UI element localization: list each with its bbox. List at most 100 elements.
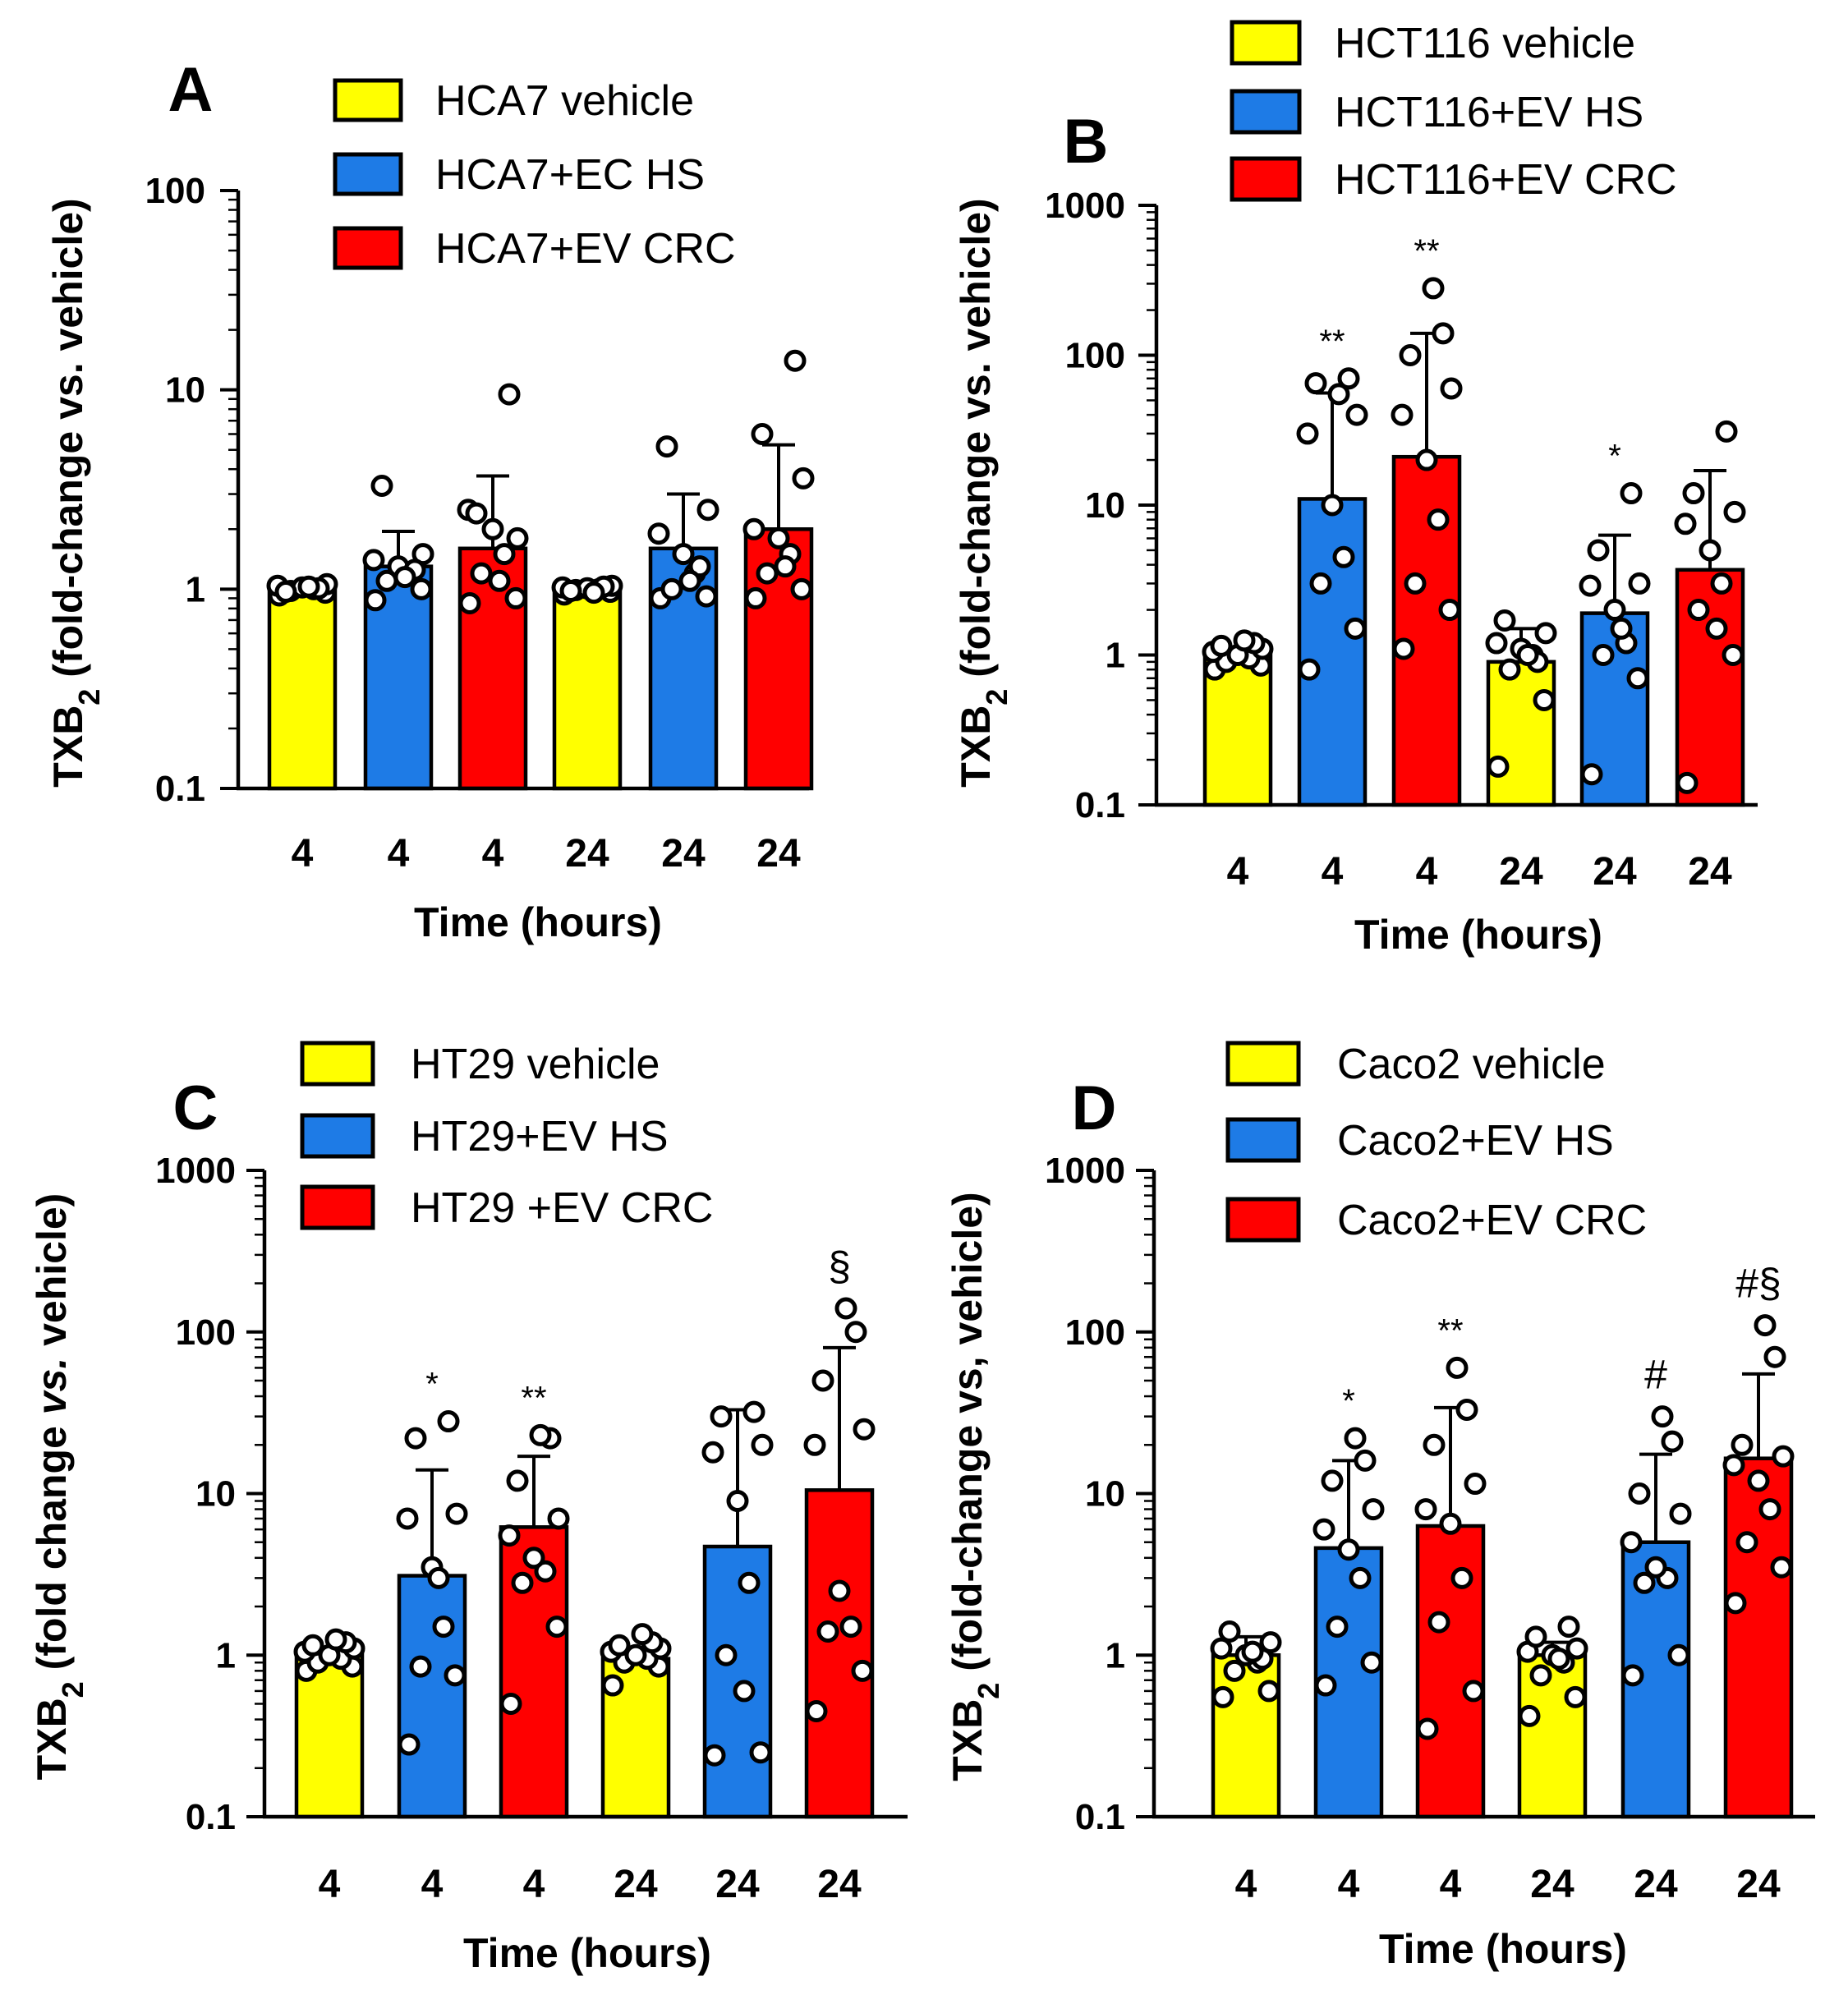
data-point	[1427, 1611, 1450, 1634]
data-point	[853, 1418, 876, 1441]
data-point	[301, 1634, 324, 1657]
data-point	[701, 1441, 724, 1464]
significance-marker: **	[1437, 1312, 1463, 1349]
data-point	[1534, 622, 1557, 645]
data-point	[445, 1502, 468, 1525]
x-tick-label: 24	[1688, 850, 1732, 894]
data-point	[493, 543, 516, 566]
data-point	[499, 1692, 522, 1715]
y-title-sub: 2	[72, 689, 106, 706]
data-point	[851, 1659, 874, 1682]
data-point	[1233, 629, 1256, 652]
bar	[1675, 568, 1745, 807]
data-point	[1579, 574, 1602, 597]
legend-label-vehicle: HCT116 vehicle	[1335, 20, 1635, 67]
data-point	[678, 569, 701, 592]
legend-label-hs: Caco2+EV HS	[1337, 1117, 1614, 1165]
data-point	[1399, 344, 1422, 366]
panel-letter: C	[173, 1073, 218, 1143]
data-point	[655, 435, 678, 458]
data-point	[488, 569, 511, 592]
significance-marker: **	[521, 1380, 546, 1416]
y-tick-label: 1	[216, 1635, 236, 1675]
legend-label-hs: HCA7+EC HS	[435, 151, 705, 199]
data-point	[1404, 572, 1427, 595]
data-point	[1298, 658, 1321, 681]
data-point	[432, 1616, 455, 1639]
x-tick-label: 4	[319, 1863, 341, 1906]
x-tick-label: 24	[661, 832, 706, 876]
data-point	[1337, 1538, 1360, 1561]
data-point	[437, 1410, 460, 1433]
data-point	[742, 517, 765, 540]
x-tick-label: 24	[756, 832, 801, 876]
x-axis-title: Time (hours)	[1354, 912, 1602, 958]
x-axis-title: Time (hours)	[1379, 1926, 1627, 1972]
data-point	[1628, 572, 1651, 595]
data-point	[1687, 599, 1710, 622]
panel-a: A HCA7 vehicle HCA7+EC HS HCA7+EV CRC 0.1 1 10…	[45, 55, 815, 945]
y-tick-label: 10	[1085, 1474, 1125, 1514]
data-point	[774, 555, 797, 578]
x-tick-label: 4	[1235, 1863, 1257, 1906]
data-point	[1438, 599, 1461, 622]
data-point	[672, 543, 695, 566]
x-tick-label: 24	[614, 1863, 658, 1906]
data-point	[726, 1490, 749, 1513]
y-tick-label: 100	[1065, 1312, 1125, 1353]
data-point	[1440, 377, 1463, 400]
data-point	[1332, 545, 1355, 568]
significance-marker: *	[425, 1367, 439, 1403]
data-point	[1547, 1648, 1570, 1671]
data-point	[1296, 422, 1319, 445]
data-point	[1533, 688, 1556, 711]
data-point	[1529, 1664, 1552, 1687]
data-point	[582, 581, 605, 604]
y-tick-label: 0.1	[186, 1797, 236, 1837]
significance-marker: **	[1319, 324, 1345, 360]
legend-swatch-crc	[300, 1184, 375, 1230]
data-point	[1516, 644, 1539, 666]
data-point	[1644, 1556, 1667, 1579]
x-tick-label: 4	[1322, 850, 1344, 894]
legend-swatch-hs	[1225, 1117, 1301, 1163]
data-point	[1580, 763, 1603, 786]
data-point	[703, 1744, 726, 1767]
data-point	[751, 423, 774, 446]
y-tick-label: 1	[1106, 1635, 1125, 1675]
data-point	[404, 1427, 427, 1450]
data-point	[742, 1400, 765, 1423]
significance-marker: #§	[1735, 1261, 1781, 1307]
data-point	[1487, 755, 1510, 778]
data-point	[1223, 1659, 1246, 1682]
data-point	[1326, 1616, 1349, 1639]
data-point	[696, 499, 719, 522]
data-point	[624, 1643, 647, 1666]
y-tick-label: 1000	[155, 1151, 236, 1191]
data-point	[511, 1571, 534, 1594]
data-point	[465, 502, 488, 525]
x-tick-label: 4	[482, 832, 504, 876]
y-tick-label: 10	[195, 1474, 236, 1514]
data-point	[545, 1616, 568, 1639]
significance-marker: *	[1608, 439, 1621, 475]
legend-swatch-hs	[1230, 89, 1302, 135]
data-point	[1626, 667, 1649, 690]
data-point	[506, 526, 529, 549]
data-point	[1722, 644, 1745, 666]
bar	[499, 1525, 569, 1819]
data-point	[1620, 1531, 1643, 1554]
data-point	[522, 1547, 545, 1570]
data-point	[1391, 403, 1414, 426]
bar	[1415, 1524, 1486, 1819]
data-point	[710, 1405, 733, 1428]
data-point	[1674, 512, 1697, 535]
legend-swatch-hs	[333, 152, 403, 196]
data-point	[608, 1634, 631, 1657]
data-point	[1518, 1704, 1541, 1727]
data-point	[1416, 1717, 1439, 1740]
data-point	[767, 526, 790, 549]
data-point	[744, 586, 767, 609]
x-tick-label: 4	[388, 832, 410, 876]
